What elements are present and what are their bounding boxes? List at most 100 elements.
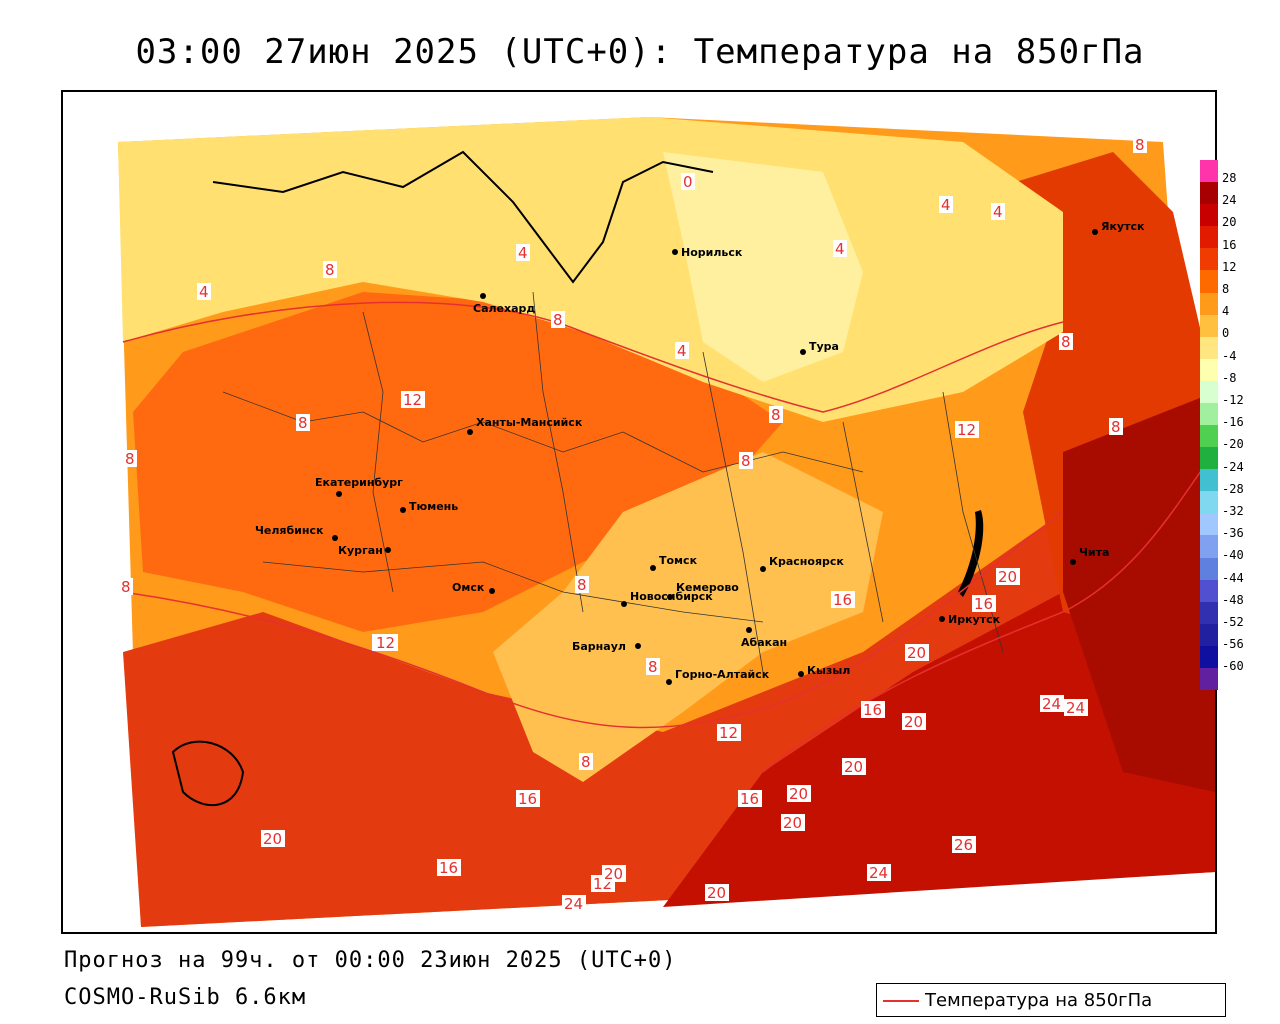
colorbar-tick-label: -4	[1222, 348, 1237, 363]
isotherm-label: 0	[683, 173, 693, 191]
city-marker	[650, 565, 656, 571]
colorbar-tick-label: -28	[1222, 481, 1244, 496]
legend-line-swatch	[883, 1000, 919, 1002]
isotherm-label-bg	[296, 414, 310, 431]
isotherm-label-bg	[787, 785, 811, 802]
isotherm-label-bg	[991, 203, 1005, 220]
isotherm-label: 20	[783, 814, 802, 832]
isotherm-label: 20	[707, 884, 726, 902]
isotherm-label-bg	[1064, 699, 1088, 716]
colorbar-swatch	[1200, 182, 1218, 205]
colorbar-swatch	[1200, 469, 1218, 492]
cool-tongue-south	[493, 452, 883, 782]
isotherm-label-bg	[739, 452, 753, 469]
isotherm-label-bg	[831, 591, 855, 608]
city-label: Норильск	[681, 246, 743, 259]
isotherm-label-bg	[516, 244, 530, 261]
isotherm-label-bg	[551, 311, 565, 328]
city-marker	[760, 566, 766, 572]
city-marker	[1070, 559, 1076, 565]
colorbar-swatch	[1200, 557, 1218, 581]
model-name: COSMO-RuSib 6.6км	[64, 985, 307, 1010]
isotherm-label-bg	[261, 830, 285, 847]
isotherm-label: 26	[954, 836, 973, 854]
colorbar-swatch	[1200, 447, 1218, 470]
city-label: Екатеринбург	[315, 476, 403, 489]
isotherm-label: 8	[1061, 333, 1071, 351]
colorbar-tick-label: -16	[1222, 415, 1244, 430]
isotherm-label-bg	[401, 391, 425, 408]
isotherm-label: 24	[869, 864, 888, 882]
isotherm-label-bg	[833, 240, 847, 257]
city-marker	[800, 349, 806, 355]
colorbar-tick-label: -56	[1222, 637, 1244, 652]
isotherm-label: 20	[844, 758, 863, 776]
isotherm-label: 24	[564, 895, 583, 913]
caspian-coast	[171, 740, 245, 806]
isotherm-label-bg	[939, 196, 953, 213]
isotherm-label: 8	[125, 450, 135, 468]
isotherm-label-bg	[717, 724, 741, 741]
colorbar-tick-label: -24	[1222, 459, 1244, 474]
isotherm-label-bg	[842, 758, 866, 775]
isotherm-label: 4	[941, 196, 951, 214]
isotherm-label-bg	[1133, 136, 1147, 153]
colorbar-swatch	[1200, 226, 1218, 249]
city-label: Барнаул	[572, 640, 626, 653]
isotherm-label: 16	[740, 790, 759, 808]
isotherm-label: 20	[904, 713, 923, 731]
baikal-lake	[958, 510, 984, 597]
city-marker	[798, 671, 804, 677]
map-legend: Температура на 850гПа	[876, 983, 1226, 1017]
isotherm-label-bg	[123, 450, 137, 467]
orange-zone-west	[133, 292, 783, 632]
isotherm-label: 24	[1042, 695, 1061, 713]
colorbar-tick-label: -20	[1222, 437, 1244, 452]
city-label: Чита	[1079, 546, 1109, 559]
isotherm-label: 8	[298, 414, 308, 432]
legend-label: Температура на 850гПа	[925, 990, 1153, 1011]
isotherm-label: 16	[863, 701, 882, 719]
isotherm-label: 16	[439, 859, 458, 877]
city-label: Курган	[338, 544, 383, 557]
city-label: Абакан	[741, 636, 787, 649]
isotherm-label: 8	[771, 406, 781, 424]
isotherm-label: 4	[835, 240, 845, 258]
isotherm-label: 4	[518, 244, 528, 262]
colorbar-tick-label: -8	[1222, 370, 1237, 385]
isotherm-label-bg	[1059, 333, 1073, 350]
isotherm-label: 12	[376, 634, 395, 652]
city-label: Кемерово	[676, 581, 739, 594]
city-marker	[1092, 229, 1098, 235]
isotherm-label: 20	[907, 644, 926, 662]
colorbar-swatch	[1200, 292, 1218, 316]
colorbar-tick-label: 20	[1222, 215, 1237, 230]
city-marker	[480, 293, 486, 299]
hot-core-east	[1063, 392, 1215, 792]
colorbar-tick-label: 24	[1222, 193, 1237, 208]
isotherm-label-bg	[705, 884, 729, 901]
isotherm-label-bg	[681, 173, 695, 190]
city-marker	[635, 643, 641, 649]
colorbar-swatch	[1200, 667, 1218, 691]
colorbar-tick-label: 8	[1222, 282, 1230, 296]
admin-boundaries	[222, 291, 1004, 673]
city-marker	[667, 594, 673, 600]
city-label: Тюмень	[409, 500, 458, 513]
colorbar-swatch	[1200, 535, 1218, 558]
colorbar-swatch	[1200, 204, 1218, 227]
map-title: 03:00 27июн 2025 (UTC+0): Температура на…	[135, 32, 1145, 72]
isotherm-labels: 0444444888888888888812121212121216161616…	[119, 136, 1147, 913]
isotherm-label-bg	[646, 658, 660, 675]
isotherm-label-bg	[781, 814, 805, 831]
isotherm-label: 12	[403, 391, 422, 409]
colorbar-swatch	[1200, 380, 1218, 404]
isotherm-lines	[122, 301, 1215, 773]
isotherm-label-bg	[323, 261, 337, 278]
isotherm-label: 8	[325, 261, 335, 279]
isotherm-label-bg	[119, 578, 133, 595]
isotherm-label-bg	[437, 859, 461, 876]
colorbar-swatch	[1200, 160, 1218, 183]
colorbar-swatch	[1200, 601, 1218, 625]
isotherm-label: 20	[789, 785, 808, 803]
